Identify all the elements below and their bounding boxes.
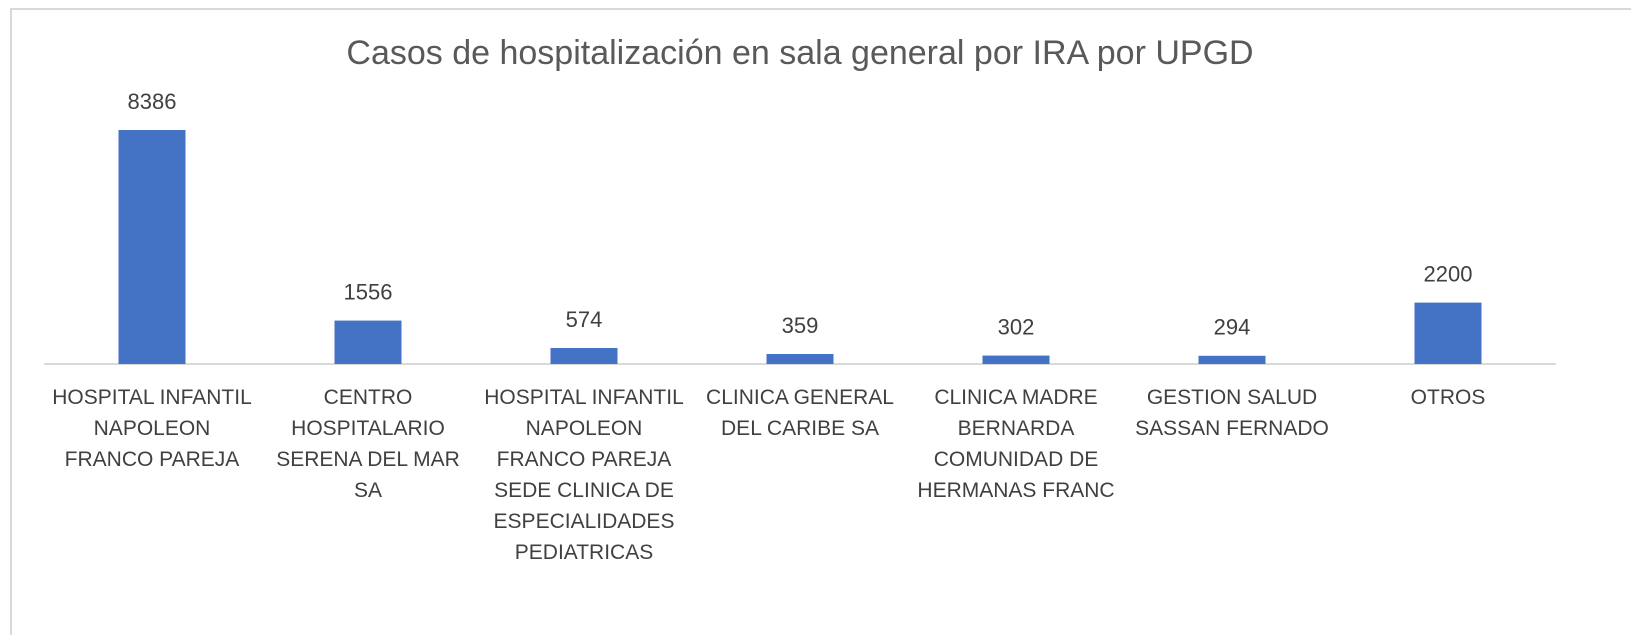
data-label: 359 — [782, 313, 819, 338]
data-label: 302 — [998, 314, 1035, 339]
data-label: 294 — [1214, 315, 1251, 340]
x-tick-label: CENTRO HOSPITALARIO SERENA DEL MAR SA — [276, 386, 460, 502]
x-tick-label: GESTION SALUD SASSAN FERNADO — [1135, 386, 1329, 440]
x-tick-label: HOSPITAL INFANTIL NAPOLEON FRANCO PAREJA… — [484, 386, 684, 564]
data-label: 8386 — [128, 89, 177, 114]
x-tick-label: HOSPITAL INFANTIL NAPOLEON FRANCO PAREJA — [52, 386, 252, 471]
bar — [1414, 302, 1482, 364]
data-label: 2200 — [1424, 261, 1473, 286]
data-label: 574 — [566, 307, 603, 332]
x-tick-label: CLINICA MADRE BERNARDA COMUNIDAD DE HERM… — [917, 386, 1115, 502]
chart-title: Casos de hospitalización en sala general… — [346, 34, 1253, 72]
bar — [118, 130, 186, 364]
bar — [766, 353, 834, 364]
bar — [550, 347, 618, 364]
chart-border — [10, 8, 1631, 635]
x-tick-label: OTROS — [1410, 386, 1486, 409]
bar — [334, 320, 402, 364]
bar — [982, 355, 1050, 364]
x-tick-label: CLINICA GENERAL DEL CARIBE SA — [706, 386, 894, 440]
bar — [1198, 355, 1266, 364]
data-label: 1556 — [344, 279, 393, 304]
